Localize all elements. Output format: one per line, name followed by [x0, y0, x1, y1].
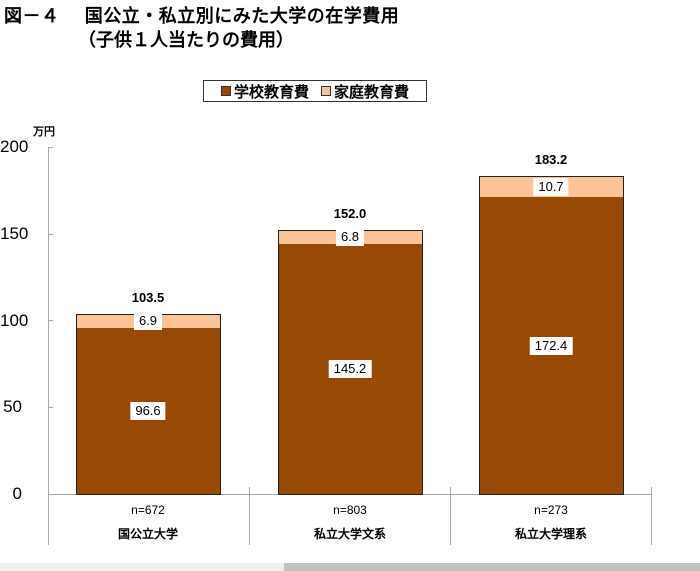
- y-tick-200: 200: [0, 137, 29, 156]
- value-label-school: 172.4: [529, 337, 573, 355]
- bar-shiritsu-rikei: [479, 176, 624, 495]
- category-label: 私立大学理系: [514, 527, 588, 541]
- category-n: n=672: [131, 503, 165, 517]
- total-label: 103.5: [131, 290, 165, 305]
- value-label-school: 145.2: [328, 360, 372, 378]
- category-separator: [249, 487, 250, 545]
- legend-swatch-home-icon: [321, 86, 331, 96]
- category-label: 国公立大学: [117, 527, 179, 541]
- value-label-home: 6.9: [133, 312, 163, 330]
- legend-item-school: 学校教育費: [220, 81, 309, 102]
- value-label-school: 96.6: [130, 402, 166, 420]
- y-tick-150: 150: [0, 224, 29, 243]
- category-label: 私立大学文系: [313, 527, 387, 541]
- total-label: 183.2: [534, 152, 568, 167]
- legend-label-school: 学校教育費: [233, 82, 309, 101]
- category-separator: [450, 487, 451, 545]
- chart-subtitle: （子供１人当たりの費用）: [78, 30, 294, 51]
- category-n: n=803: [333, 503, 367, 517]
- y-tick-0: 0: [12, 484, 22, 503]
- value-label-home: 6.8: [335, 228, 365, 246]
- legend: 学校教育費 家庭教育費: [203, 80, 427, 102]
- y-axis-unit: 万円: [33, 125, 55, 138]
- chart-title: 図－４ 国公立・私立別にみた大学の在学費用: [4, 6, 400, 27]
- category-separator: [651, 487, 652, 545]
- category-n: n=273: [534, 503, 568, 517]
- y-axis-line: [48, 147, 49, 545]
- y-tick-mark-100: [48, 320, 53, 321]
- y-tick-mark-200: [48, 147, 53, 148]
- y-tick-mark-150: [48, 234, 53, 235]
- legend-item-home: 家庭教育費: [321, 81, 409, 102]
- y-tick-mark-50: [48, 407, 53, 408]
- y-tick-50: 50: [3, 397, 22, 416]
- value-label-home: 10.7: [533, 178, 569, 196]
- total-label: 152.0: [333, 206, 367, 221]
- y-tick-100: 100: [0, 311, 29, 330]
- legend-label-home: 家庭教育費: [334, 82, 410, 101]
- legend-swatch-school-icon: [220, 86, 231, 96]
- horizontal-scrollbar-thumb[interactable]: [284, 563, 700, 571]
